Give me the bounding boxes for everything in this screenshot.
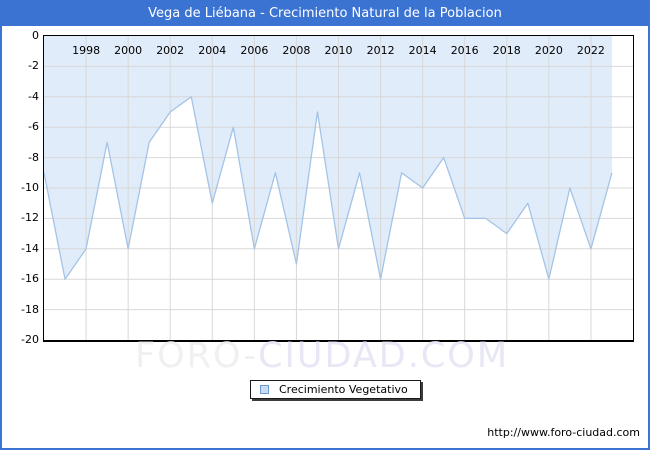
y-axis: 0 -2 -4 -6 -8 -10 -12 -14 -16 -18 -20	[2, 29, 39, 346]
y-axis-tick-label: -8	[28, 150, 39, 164]
x-axis-tick-label: 2008	[282, 44, 311, 57]
x-axis-tick-label: 2006	[240, 44, 269, 57]
watermark-part1: FORO-	[134, 336, 259, 376]
y-axis-tick-label: -2	[28, 59, 39, 73]
y-axis-tick-label: -18	[21, 302, 39, 316]
x-axis-tick-label: 2012	[366, 44, 395, 57]
legend-label: Crecimiento Vegetativo	[279, 383, 408, 396]
x-axis-tick-label: 2010	[324, 44, 353, 57]
y-axis-tick-label: -12	[21, 211, 39, 225]
y-axis-tick-label: -4	[28, 89, 39, 103]
x-axis-tick-label: 2016	[450, 44, 479, 57]
y-axis-tick-label: -16	[21, 272, 39, 286]
x-axis-tick-label: 1998	[72, 44, 101, 57]
source-url: http://www.foro-ciudad.com	[487, 426, 640, 439]
y-axis-tick-label: -20	[21, 333, 39, 346]
x-axis-tick-label: 2004	[198, 44, 227, 57]
x-axis-tick-label: 2014	[408, 44, 437, 57]
series-line	[44, 96, 613, 280]
legend-box: Crecimiento Vegetativo	[250, 380, 421, 399]
y-axis-tick-label: -10	[21, 181, 39, 194]
y-axis-tick-label: -6	[28, 120, 39, 134]
chart-title-bar: Vega de Liébana - Crecimiento Natural de…	[2, 2, 648, 26]
x-axis-tick-label: 2022	[576, 44, 605, 57]
x-axis-tick-label: 2020	[534, 44, 563, 57]
y-axis-tick-label: 0	[32, 29, 39, 42]
legend-swatch-icon	[260, 385, 269, 394]
watermark: FORO-CIUDAD.COM	[135, 336, 509, 376]
plot-area: 1998 2000 2002 2004 2006 2008 2010 2012 2014 2016…	[43, 35, 634, 342]
x-axis-tick-label: 2018	[492, 44, 521, 57]
x-axis-tick-label: 2002	[156, 44, 185, 57]
x-axis-tick-label: 2000	[114, 44, 143, 57]
area-chart-svg	[44, 36, 633, 340]
page-title: Vega de Liébana - Crecimiento Natural de…	[148, 6, 502, 21]
y-axis-tick-label: -14	[21, 241, 39, 255]
watermark-part2: CIUDAD.COM	[258, 336, 510, 376]
